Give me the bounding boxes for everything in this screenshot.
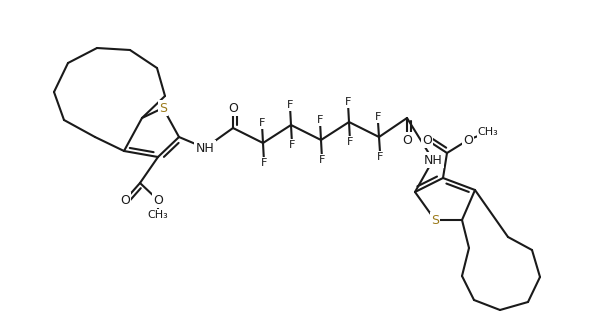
Text: S: S [159,101,167,114]
Text: F: F [374,112,381,122]
Text: S: S [431,214,439,226]
Text: F: F [345,97,351,107]
Text: F: F [377,152,383,162]
Text: O: O [228,101,238,114]
Text: F: F [259,118,265,128]
Text: O: O [153,193,163,206]
Text: O: O [422,133,432,147]
Text: O: O [402,133,412,147]
Text: F: F [317,115,323,125]
Text: O: O [463,133,473,147]
Text: NH: NH [424,153,442,166]
Text: NH: NH [196,141,214,154]
Text: O: O [120,193,130,206]
Text: F: F [287,100,293,110]
Text: CH₃: CH₃ [477,127,498,137]
Text: F: F [261,158,267,168]
Text: F: F [289,140,295,150]
Text: F: F [319,155,325,165]
Text: CH₃: CH₃ [147,210,169,220]
Text: F: F [347,137,353,147]
